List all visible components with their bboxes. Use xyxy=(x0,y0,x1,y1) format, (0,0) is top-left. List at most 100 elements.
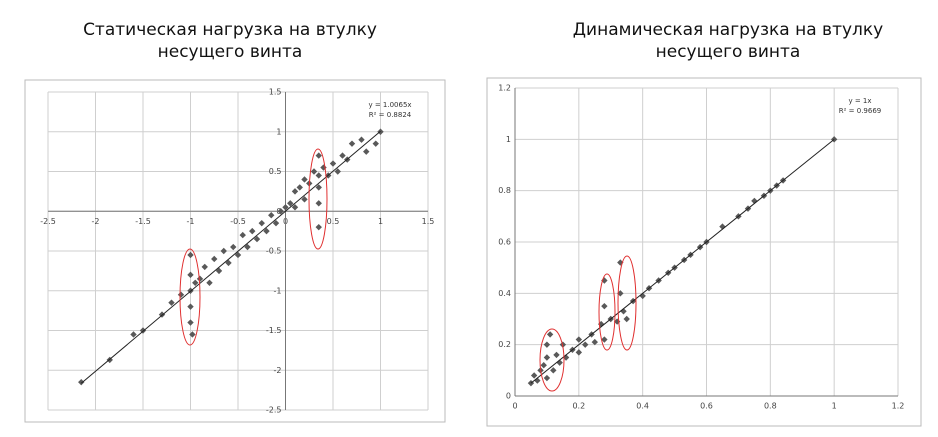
point xyxy=(301,176,308,183)
point xyxy=(277,208,284,215)
chart-frame xyxy=(486,77,922,427)
point xyxy=(315,172,322,179)
x-tick-label: 1 xyxy=(832,402,837,411)
point xyxy=(282,204,289,211)
x-tick-label: 0.4 xyxy=(636,402,649,411)
y-tick-label: -2.5 xyxy=(266,406,282,415)
point xyxy=(334,168,341,175)
point xyxy=(287,200,294,207)
y-tick-label: 0.6 xyxy=(498,238,511,247)
point xyxy=(220,247,227,255)
point xyxy=(363,148,370,155)
point xyxy=(597,320,605,328)
point xyxy=(187,303,194,310)
trendline-r2: R² = 0.8824 xyxy=(369,111,412,119)
point xyxy=(348,140,356,147)
point xyxy=(546,331,554,338)
point xyxy=(550,367,557,374)
y-tick-label: -2 xyxy=(274,366,282,375)
point xyxy=(543,374,551,382)
y-tick-label: 0.2 xyxy=(498,340,511,349)
point xyxy=(617,290,624,297)
point xyxy=(310,168,318,175)
highlight-ellipse xyxy=(539,328,565,392)
y-tick-label: -1.5 xyxy=(266,326,282,335)
point xyxy=(230,243,237,251)
point xyxy=(543,341,551,348)
point xyxy=(196,275,204,283)
chart-title: Динамическая нагрузка на втулку xyxy=(573,20,883,40)
point xyxy=(315,184,322,191)
point xyxy=(187,271,194,279)
point xyxy=(253,235,261,243)
y-tick-label: 1 xyxy=(276,127,281,136)
point xyxy=(244,243,251,251)
point xyxy=(339,152,346,159)
y-tick-label: -1 xyxy=(274,286,282,295)
point xyxy=(249,227,256,235)
point xyxy=(575,336,583,343)
point xyxy=(372,140,379,147)
x-tick-label: -1.5 xyxy=(135,217,151,226)
highlight-ellipse xyxy=(598,273,616,351)
point xyxy=(291,188,299,195)
point xyxy=(192,279,199,286)
point xyxy=(291,204,299,211)
x-tick-label: 0.2 xyxy=(572,402,585,411)
x-tick-label: 0.5 xyxy=(327,217,340,226)
point xyxy=(177,291,185,298)
y-tick-label: -0.5 xyxy=(266,247,282,256)
point xyxy=(620,308,627,315)
point xyxy=(189,331,196,338)
point xyxy=(329,160,337,167)
point xyxy=(239,231,246,239)
point xyxy=(211,255,218,263)
trendline-r2: R² = 0.9669 xyxy=(839,107,881,115)
point xyxy=(187,319,194,326)
x-tick-label: -1 xyxy=(187,217,195,226)
point xyxy=(315,223,322,231)
x-tick-label: -0.5 xyxy=(230,217,246,226)
point xyxy=(553,351,560,359)
point xyxy=(623,315,630,323)
x-tick-label: -2 xyxy=(92,217,100,226)
y-tick-label: 0 xyxy=(506,392,511,401)
point xyxy=(591,338,598,346)
x-tick-label: 0.6 xyxy=(700,402,713,411)
point xyxy=(263,227,270,235)
trendline xyxy=(530,138,835,384)
chart-title: несущего винта xyxy=(158,42,303,62)
highlight-ellipse xyxy=(179,248,201,346)
y-tick-label: 0.4 xyxy=(498,289,511,298)
point xyxy=(139,327,147,334)
point xyxy=(272,219,280,227)
point xyxy=(358,136,365,143)
point xyxy=(258,219,265,227)
point xyxy=(215,267,223,275)
chart-title: Статическая нагрузка на втулку xyxy=(83,20,377,40)
x-tick-label: 0 xyxy=(512,402,517,411)
y-tick-label: 0.8 xyxy=(498,186,511,195)
point xyxy=(234,251,242,259)
point xyxy=(601,302,608,310)
trendline-equation: y = 1x xyxy=(848,97,871,105)
point xyxy=(543,354,551,361)
x-tick-label: -2.5 xyxy=(40,217,56,226)
point xyxy=(225,259,232,267)
y-tick-label: 1 xyxy=(506,135,511,144)
point xyxy=(296,184,303,191)
y-tick-label: 1.2 xyxy=(498,84,511,93)
point xyxy=(130,331,137,338)
trendline xyxy=(80,130,381,384)
y-tick-label: 0.5 xyxy=(269,167,282,176)
y-tick-label: 1.5 xyxy=(269,88,282,97)
x-tick-label: 1.5 xyxy=(422,217,435,226)
point xyxy=(719,223,726,230)
point xyxy=(201,263,208,271)
highlight-ellipse xyxy=(617,255,637,351)
point xyxy=(582,341,589,348)
point xyxy=(301,196,308,203)
point xyxy=(78,378,85,386)
point xyxy=(315,200,322,207)
